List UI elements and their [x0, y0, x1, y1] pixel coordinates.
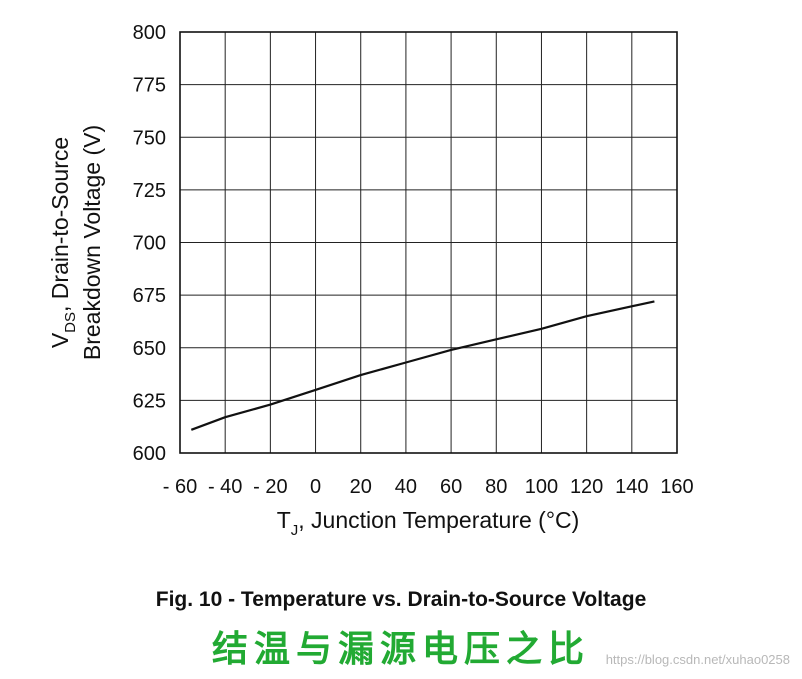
chart: - 60 - 40 - 20 0 20 40 60 80 100 120 140 160 600 625…: [47, 22, 694, 539]
x-tick-label: - 60: [163, 476, 197, 498]
plot-border: [179, 31, 678, 454]
x-tick-label: 80: [485, 476, 507, 498]
y-axis-title-main: V: [47, 332, 73, 348]
series-line: [190, 300, 655, 431]
y-axis-title-line1: VDS, Drain-to-Source: [47, 137, 79, 348]
y-axis-title: VDS, Drain-to-Source Breakdown Voltage (…: [47, 125, 105, 360]
x-tick-label: 20: [350, 476, 372, 498]
y-tick-label: 650: [133, 338, 166, 360]
x-axis-title-main: T: [277, 507, 291, 533]
y-tick-labels: 600 625 650 675 700 725 750 775 800: [133, 22, 166, 465]
x-tick-label: 140: [615, 476, 648, 498]
x-tick-label: 100: [525, 476, 558, 498]
series-layer: [190, 300, 655, 431]
x-tick-labels: - 60 - 40 - 20 0 20 40 60 80 100 120 140 160: [163, 476, 694, 498]
watermark-url: https://blog.csdn.net/xuhao0258: [605, 652, 790, 667]
x-axis-title-subscript: J: [291, 522, 299, 539]
y-tick-label: 700: [133, 233, 166, 255]
x-tick-label: 120: [570, 476, 603, 498]
x-axis-title: TJ, Junction Temperature (°C): [277, 507, 580, 539]
y-axis-title-rest: , Drain-to-Source: [47, 137, 73, 312]
x-tick-label: - 40: [208, 476, 242, 498]
x-tick-label: 40: [395, 476, 417, 498]
y-axis-title-subscript: DS: [62, 312, 79, 333]
banner-title: 结温与漏源电压之比: [211, 629, 590, 670]
y-tick-label: 625: [133, 390, 166, 412]
y-axis-title-line2: Breakdown Voltage (V): [79, 125, 105, 360]
plot-area: [179, 31, 678, 454]
y-tick-label: 675: [133, 285, 166, 307]
x-axis-title-rest: , Junction Temperature (°C): [298, 507, 579, 533]
x-tick-label: 60: [440, 476, 462, 498]
y-tick-label: 725: [133, 180, 166, 202]
y-tick-label: 600: [133, 443, 166, 465]
grid-lines: [179, 31, 678, 454]
y-tick-label: 775: [133, 75, 166, 97]
y-tick-label: 800: [133, 22, 166, 44]
x-tick-label: 160: [660, 476, 693, 498]
y-tick-label: 750: [133, 127, 166, 149]
x-tick-label: - 20: [253, 476, 287, 498]
x-tick-label: 0: [310, 476, 321, 498]
figure-caption: Fig. 10 - Temperature vs. Drain-to-Sourc…: [155, 588, 647, 611]
